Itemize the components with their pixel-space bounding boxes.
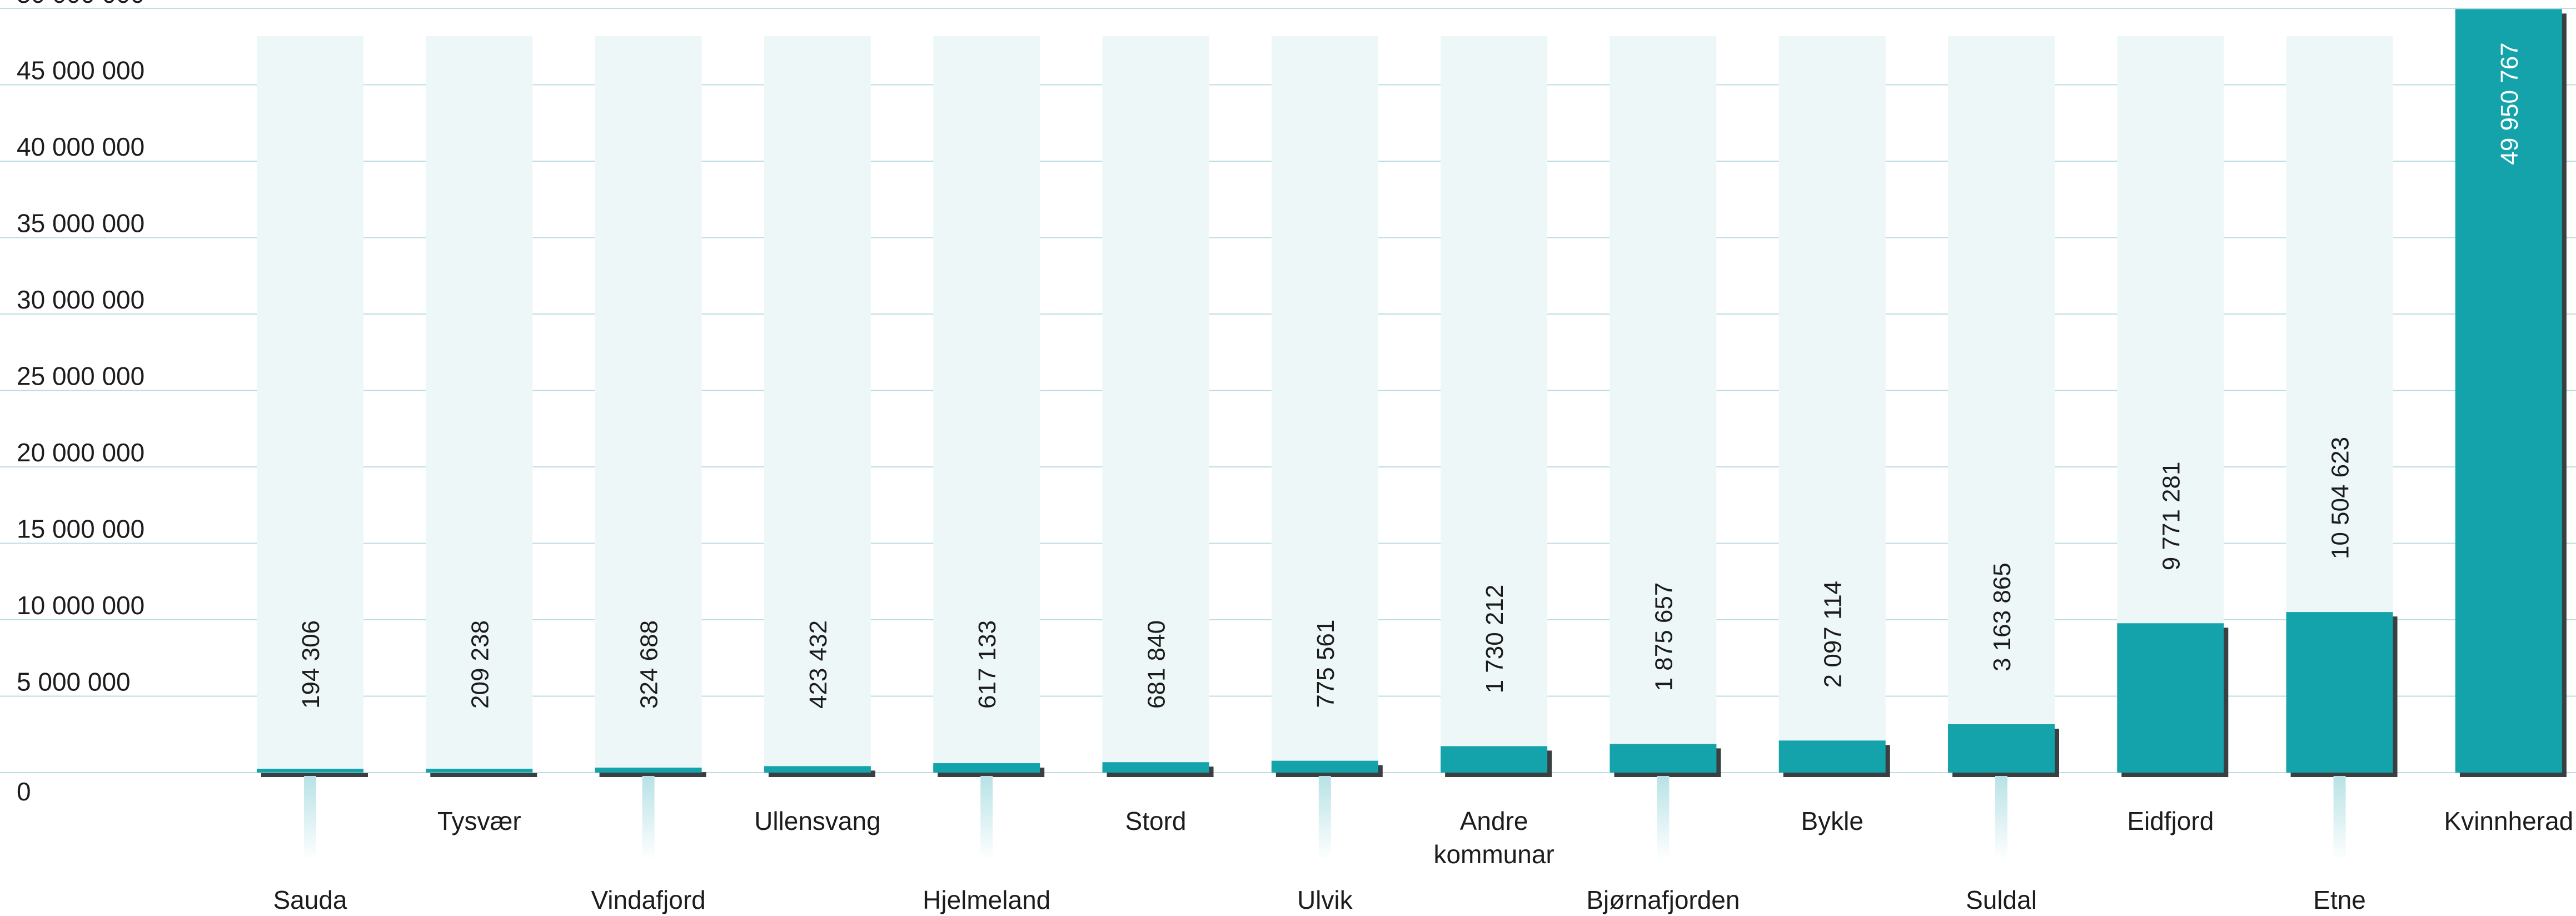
bar-shadow — [768, 770, 875, 777]
y-tick-label: 15 000 000 — [17, 515, 145, 544]
y-tick-label: 40 000 000 — [17, 132, 145, 161]
bar — [1271, 760, 1378, 773]
category-label: Hjelmeland — [923, 885, 1050, 914]
bar-shadow — [261, 773, 368, 777]
bar-track — [1610, 36, 1717, 773]
category-label: Eidfjord — [2127, 807, 2214, 835]
bar-track — [1271, 36, 1378, 773]
bar — [1102, 762, 1209, 773]
value-label: 1 875 657 — [1650, 583, 1677, 691]
category-label: Bjørnafjorden — [1586, 885, 1740, 914]
bars — [257, 9, 2567, 778]
bar — [1610, 744, 1717, 773]
y-tick-label: 5 000 000 — [17, 668, 131, 696]
category-tick — [2333, 776, 2346, 859]
x-axis: Sauda Tysvær Vindafjord Ullensvang Hjelmelan… — [273, 776, 2573, 914]
bar — [2455, 9, 2562, 773]
value-label: 49 950 767 — [2496, 42, 2523, 165]
bar-shadow — [430, 773, 537, 777]
y-tick-label: 25 000 000 — [17, 362, 145, 391]
bar — [1441, 746, 1548, 773]
value-label: 9 771 281 — [2158, 462, 2185, 571]
category-tick — [980, 776, 993, 859]
bar-track — [1102, 36, 1209, 773]
category-tick — [304, 776, 316, 859]
bar — [257, 769, 363, 773]
category-tick — [1318, 776, 1331, 859]
y-tick-label: 0 — [17, 777, 31, 806]
category-label: Vindafjord — [591, 885, 705, 914]
category-tick — [642, 776, 655, 859]
category-label: Stord — [1125, 807, 1187, 835]
value-label: 194 306 — [297, 620, 325, 709]
bar-track — [1778, 36, 1886, 773]
y-axis: 0 5 000 000 10 000 000 15 000 000 20 000 000… — [17, 0, 145, 806]
value-label: 775 561 — [1312, 620, 1339, 708]
bar-shadow — [599, 772, 706, 777]
value-label: 3 163 865 — [1989, 562, 2016, 671]
y-tick-label: 20 000 000 — [17, 438, 145, 467]
value-label: 2 097 114 — [1820, 581, 1847, 688]
bar-track — [595, 36, 702, 773]
bar — [595, 768, 702, 773]
value-label: 324 688 — [636, 620, 663, 709]
category-label: Sauda — [273, 885, 347, 914]
category-label: Ullensvang — [754, 807, 881, 835]
y-tick-label: 50 000 000 — [17, 0, 145, 8]
value-label: 617 133 — [974, 620, 1001, 709]
value-label: 209 238 — [466, 620, 494, 709]
y-tick-label: 30 000 000 — [17, 285, 145, 314]
category-label: Tysvær — [437, 807, 521, 835]
bar-track — [933, 36, 1040, 773]
bar-track — [426, 36, 533, 773]
category-label: Suldal — [1966, 885, 2037, 914]
value-labels: 194 306 209 238 324 688 423 432 617 133 681 8… — [297, 42, 2523, 709]
bar — [1778, 740, 1886, 773]
bar — [426, 769, 533, 773]
value-label: 1 730 212 — [1481, 585, 1508, 694]
bar — [933, 763, 1040, 773]
category-label: Ulvik — [1297, 885, 1353, 914]
bar-track — [257, 36, 363, 773]
category-label: Kvinnherad — [2444, 807, 2574, 835]
bar — [2117, 623, 2224, 773]
value-label: 423 432 — [805, 620, 832, 709]
y-tick-label: 10 000 000 — [17, 591, 145, 620]
y-tick-label: 35 000 000 — [17, 209, 145, 238]
category-tick — [1995, 776, 2007, 859]
value-label: 10 504 623 — [2327, 437, 2354, 559]
bar-track — [1441, 36, 1548, 773]
category-tick — [1657, 776, 1670, 859]
bar-track — [1948, 36, 2055, 773]
bar-track — [764, 36, 871, 773]
bar — [764, 766, 871, 773]
category-label: Andre kommunar — [1433, 807, 1554, 869]
bar — [2286, 612, 2393, 773]
bar — [1948, 724, 2055, 773]
category-label: Etne — [2313, 885, 2366, 914]
category-label: Bykle — [1801, 807, 1863, 835]
value-label: 681 840 — [1143, 620, 1170, 709]
y-tick-label: 45 000 000 — [17, 56, 145, 85]
